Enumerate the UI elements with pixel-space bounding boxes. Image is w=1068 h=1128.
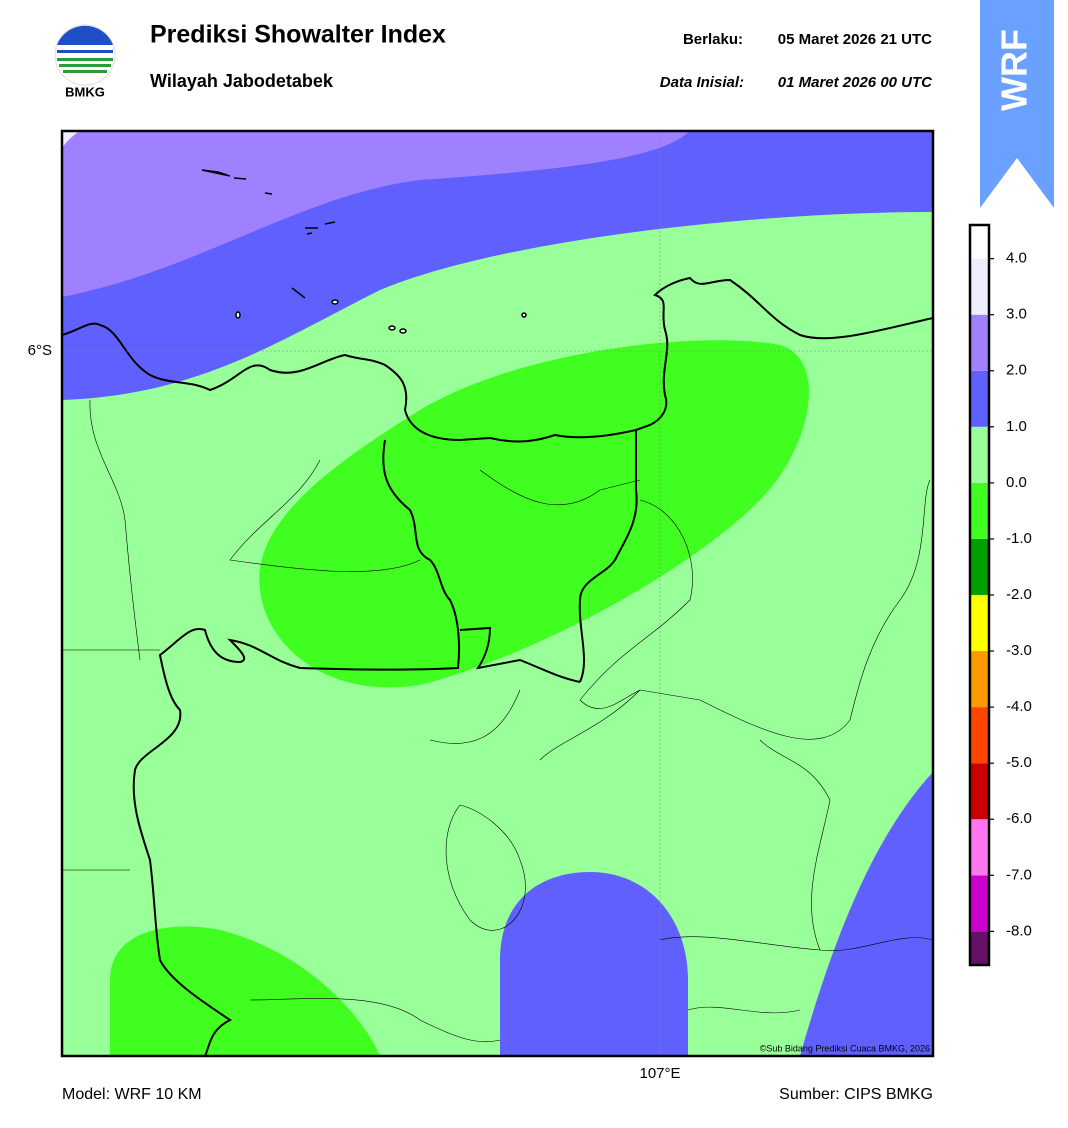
lon-label: 107°E: [639, 1065, 680, 1082]
lat-label: 6°S: [28, 342, 52, 359]
colorbar-tick-label: -7.0: [1006, 866, 1032, 883]
colorbar-tick-label: -5.0: [1006, 754, 1032, 771]
colorbar-tick-label: 3.0: [1006, 306, 1027, 323]
logo-text: BMKG: [65, 84, 105, 99]
colorbar-bin: [970, 482, 989, 539]
colorbar-tick-label: 0.0: [1006, 474, 1027, 491]
colorbar-bin: [970, 595, 989, 652]
colorbar-bin: [970, 258, 989, 315]
copyright: ©Sub Bidang Prediksi Cuaca BMKG, 2026: [760, 1043, 930, 1053]
colorbar-bin: [970, 314, 989, 371]
colorbar-bin: [970, 931, 989, 965]
valid-time: 05 Maret 2026 21 UTC: [778, 31, 932, 48]
colorbar-tick-label: 4.0: [1006, 250, 1027, 267]
map-frame: [60, 129, 935, 1058]
colorbar-bin: [970, 225, 989, 259]
colorbar-bin: [970, 763, 989, 820]
colorbar-tick-label: 2.0: [1006, 362, 1027, 379]
colorbar-bin: [970, 875, 989, 932]
colorbar-bin: [970, 819, 989, 876]
title: Prediksi Showalter Index: [150, 21, 446, 49]
colorbar-tick-label: -1.0: [1006, 530, 1032, 547]
footer-source: Sumber: CIPS BMKG: [779, 1086, 933, 1103]
colorbar-tick-label: -3.0: [1006, 642, 1032, 659]
badge-text: WRF: [994, 29, 1035, 111]
init-time: 01 Maret 2026 00 UTC: [778, 74, 933, 91]
init-label: Data Inisial:: [660, 74, 744, 91]
colorbar-bin: [970, 370, 989, 427]
valid-label: Berlaku:: [683, 31, 743, 48]
badge: [980, 0, 1054, 208]
colorbar-bin: [970, 651, 989, 708]
subtitle: Wilayah Jabodetabek: [150, 71, 334, 91]
map: ©Sub Bidang Prediksi Cuaca BMKG, 2026: [62, 131, 933, 1056]
colorbar-tick-label: -2.0: [1006, 586, 1032, 603]
colorbar-tick-label: 1.0: [1006, 418, 1027, 435]
colorbar-bin: [970, 707, 989, 764]
footer-model: Model: WRF 10 KM: [62, 1086, 202, 1103]
colorbar-bin: [970, 426, 989, 483]
colorbar-bin: [970, 538, 989, 595]
colorbar-tick-label: -4.0: [1006, 698, 1032, 715]
colorbar: 4.0 3.0 2.0 1.0 0.0 -1.0 -2.0 -3.0 -4.0 -5.0 -6.0 -…: [968, 223, 1032, 967]
logo: BMKG: [54, 24, 116, 99]
colorbar-tick-label: -6.0: [1006, 810, 1032, 827]
colorbar-tick-label: -8.0: [1006, 922, 1032, 939]
